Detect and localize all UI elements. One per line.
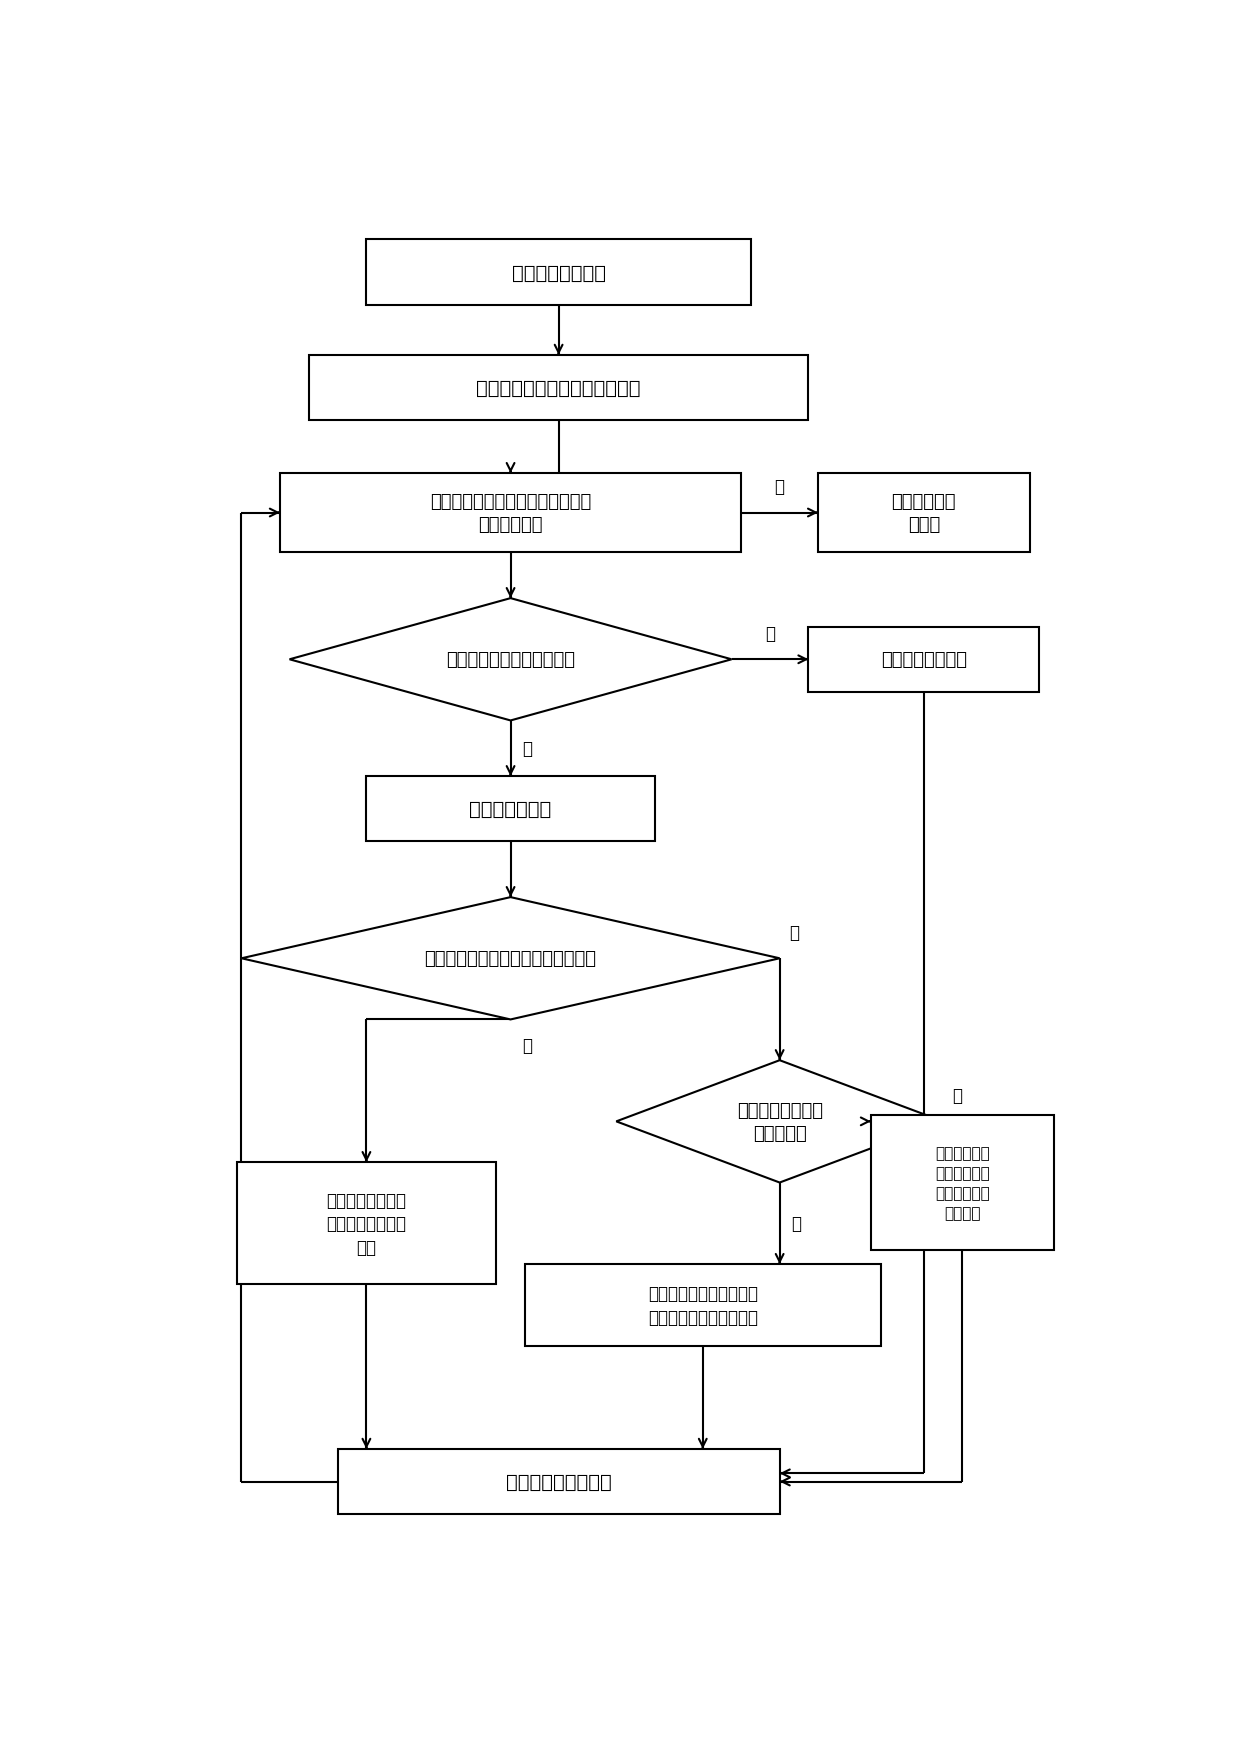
- FancyBboxPatch shape: [367, 776, 655, 841]
- FancyBboxPatch shape: [367, 240, 751, 305]
- Text: 判断附件发电机无
功是否可调: 判断附件发电机无 功是否可调: [737, 1101, 822, 1143]
- Polygon shape: [242, 898, 780, 1020]
- Text: 判断应补偿容量是否超出配置容量值: 判断应补偿容量是否超出配置容量值: [424, 949, 596, 968]
- Polygon shape: [289, 598, 732, 721]
- Text: 是: 是: [775, 478, 785, 496]
- Text: 是: 是: [789, 923, 800, 940]
- Polygon shape: [616, 1060, 944, 1184]
- Text: 投入最接近无功应
补偿量的无功补偿
装置: 投入最接近无功应 补偿量的无功补偿 装置: [326, 1191, 407, 1256]
- Text: 投入容量为无功应补偿量
的无功补偿，并输出记录: 投入容量为无功应补偿量 的无功补偿，并输出记录: [647, 1284, 758, 1327]
- Text: 读入电网数据信息: 读入电网数据信息: [512, 263, 605, 282]
- Text: 重新计算该方式电压: 重新计算该方式电压: [506, 1473, 611, 1491]
- FancyBboxPatch shape: [818, 475, 1029, 552]
- FancyBboxPatch shape: [280, 475, 742, 552]
- Text: 调节变压器分接头: 调节变压器分接头: [880, 651, 967, 669]
- Text: 计算电压，并选择极限运行方式: 计算电压，并选择极限运行方式: [476, 379, 641, 397]
- FancyBboxPatch shape: [309, 356, 808, 422]
- Text: 是: 是: [952, 1087, 962, 1104]
- FancyBboxPatch shape: [870, 1115, 1054, 1251]
- Text: 调节发电机无
功出力，并投
入现配置无功
补偿容量: 调节发电机无 功出力，并投 入现配置无功 补偿容量: [935, 1145, 990, 1221]
- Text: 否: 否: [522, 1035, 532, 1055]
- Text: 否: 否: [791, 1215, 801, 1233]
- Text: 是: 是: [765, 624, 775, 642]
- Text: 电压排序，选出一个电压越限最为
严重的变电站: 电压排序，选出一个电压越限最为 严重的变电站: [430, 492, 591, 534]
- Text: 判断是否需调变压器分接头: 判断是否需调变压器分接头: [446, 651, 575, 669]
- Text: 未有越限电压
则退出: 未有越限电压 则退出: [892, 492, 956, 534]
- FancyBboxPatch shape: [808, 628, 1039, 693]
- Text: 计算应补偿容量: 计算应补偿容量: [470, 799, 552, 818]
- FancyBboxPatch shape: [237, 1162, 496, 1284]
- FancyBboxPatch shape: [337, 1448, 780, 1514]
- FancyBboxPatch shape: [525, 1265, 880, 1346]
- Text: 否: 否: [522, 739, 532, 759]
